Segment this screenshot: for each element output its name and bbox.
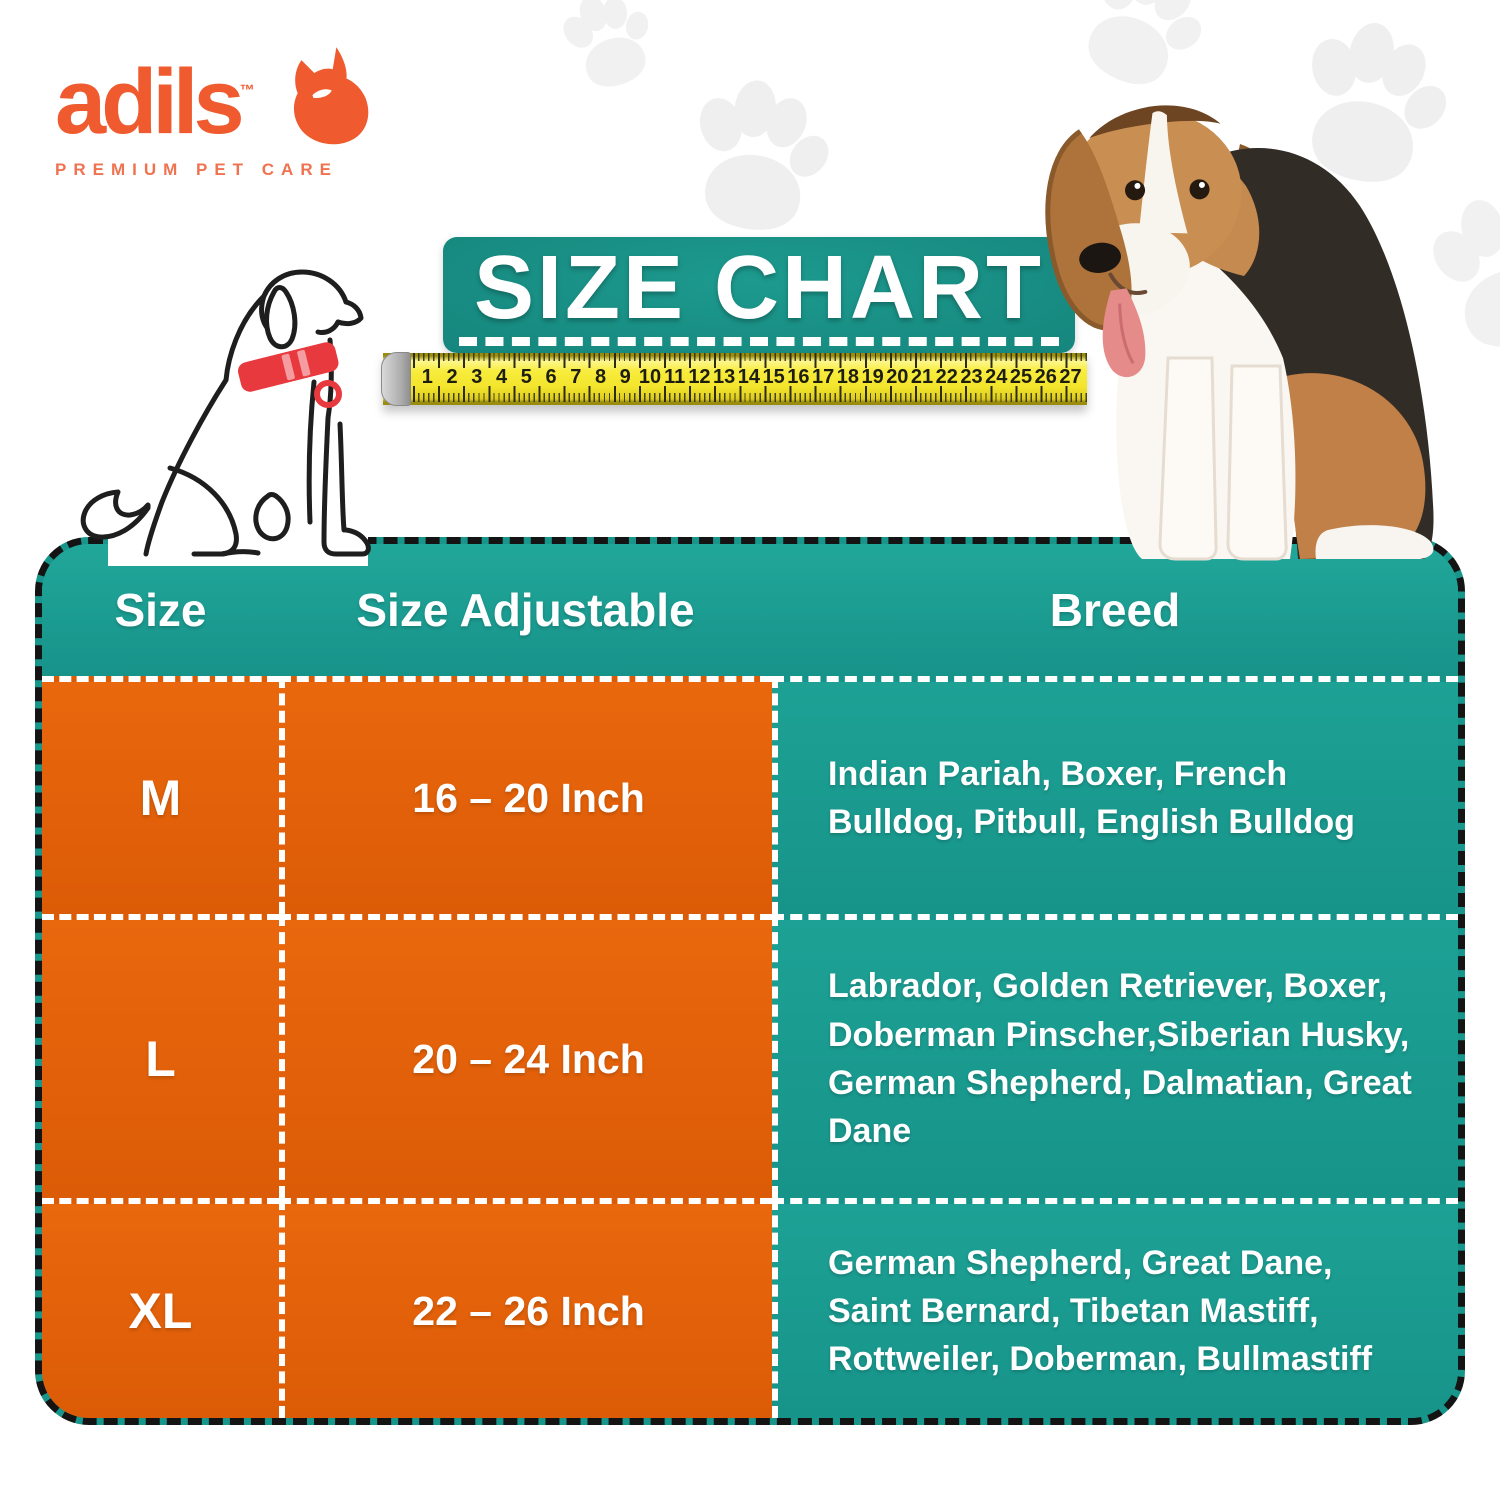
header-size-adjustable: Size Adjustable [279,544,772,676]
ruler-number: 27 [1059,366,1082,389]
cell-adjustable-m: 16 – 20 Inch [279,676,772,914]
ruler-number: 3 [471,366,483,389]
ruler-number: 17 [811,366,835,389]
size-chart-banner: SIZE CHART [443,237,1075,353]
ruler-number: 8 [594,366,607,389]
ruler-number: 15 [762,366,785,389]
cell-breed-xl: German Shepherd, Great Dane, Saint Berna… [772,1198,1458,1418]
dog-outline-drawing [80,269,371,566]
banner-dashed-line [459,337,1059,346]
size-chart-table: Size Size Adjustable Breed M 16 – 20 Inc… [35,537,1465,1425]
ruler-number: 19 [861,366,884,389]
ruler-number: 20 [886,366,909,389]
ruler-numbers: 1 2 3 4 5 6 7 8 9 10 11 12 13 14 15 16 17 18 19 20 21 22 23 24 2… [415,366,1083,389]
brand-wordmark: adils [55,51,245,153]
ruler-number: 16 [787,366,810,389]
measuring-tape-ruler: 1 2 3 4 5 6 7 8 9 10 11 12 13 14 15 16 17 18 19 20 21 22 23 24 2… [381,352,1087,406]
trademark-symbol: ™ [239,82,255,99]
ruler-number: 6 [545,366,557,389]
tape-end-cap [381,352,411,406]
red-collar [238,342,339,392]
header-breed: Breed [772,544,1458,676]
ruler-number: 24 [985,366,1008,389]
ruler-number: 23 [960,366,983,389]
cell-size-l: L [42,914,279,1198]
cell-adjustable-l: 20 – 24 Inch [279,914,772,1198]
dog-head-icon [293,47,369,145]
ruler-number: 11 [664,366,686,389]
cell-breed-l: Labrador, Golden Retriever, Boxer, Dober… [772,914,1458,1198]
ruler-number: 14 [737,366,761,389]
beagle-dog-image [1045,105,1434,561]
brand-tagline: PREMIUM PET CARE [55,160,338,179]
ruler-number: 25 [1009,366,1033,389]
paw-print-icon [551,0,669,98]
ruler-number: 10 [638,366,662,389]
ruler-number: 26 [1034,366,1057,389]
ruler-number: 13 [713,366,736,389]
ruler-number: 21 [910,366,934,389]
cell-adjustable-xl: 22 – 26 Inch [279,1198,772,1418]
paw-print-icon [678,72,845,240]
ruler-number: 7 [570,366,582,389]
ruler-number: 1 [421,366,433,389]
ruler-number: 18 [836,366,859,389]
cell-size-m: M [42,676,279,914]
banner-title: SIZE CHART [474,238,1044,338]
cell-breed-m: Indian Pariah, Boxer, French Bulldog, Pi… [772,676,1458,914]
ruler-number: 4 [496,366,508,389]
ruler-number: 12 [688,366,711,389]
brand-logo: adils™ PREMIUM PET CARE [55,47,375,180]
ruler-number: 22 [935,366,958,389]
ruler-number: 5 [520,366,532,389]
cell-size-xl: XL [42,1198,279,1418]
ruler-number: 9 [619,366,631,389]
ruler-number: 2 [446,366,458,389]
